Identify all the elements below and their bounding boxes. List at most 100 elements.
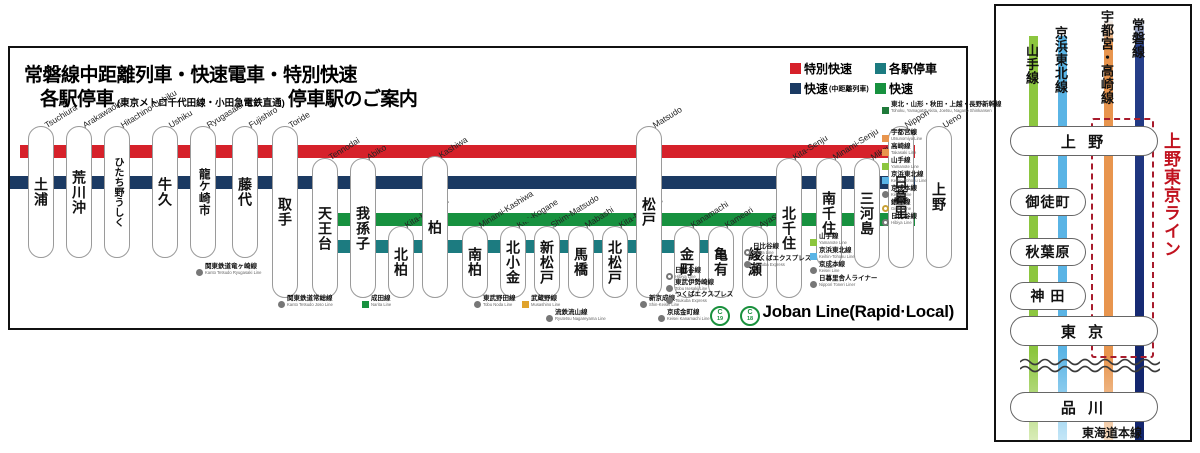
rstation-tokyo[interactable]: 東 京 <box>1010 316 1158 346</box>
transfer-name-en: Narita Line <box>371 301 392 307</box>
station-label: 亀有 <box>713 247 729 277</box>
transfer-marker-icon <box>882 200 889 216</box>
transfer-note: 京成本線 Keisei Line <box>882 185 917 202</box>
vline-label-utsunomiya-takasaki: 宇都宮・高崎線 <box>1099 10 1114 105</box>
joban-title-main: 常磐線中距離列車・快速電車・特別快速 <box>24 65 358 86</box>
legend-label-rapid: 快速 <box>889 82 914 96</box>
transfer-name-ja: 京浜東北線 <box>819 247 852 254</box>
transfer-name-en: Tsukuba Express <box>753 261 785 267</box>
station-abiko[interactable]: 我孫子 <box>350 158 376 298</box>
station-minami-senju[interactable]: 南千住 <box>816 158 842 268</box>
transfer-name-ja: 高崎線 <box>891 143 911 150</box>
station-kashiwa[interactable]: 柏 <box>422 156 448 298</box>
transfer-marker-icon <box>882 186 889 202</box>
transfer-note: 日比谷線 Hibiya Line <box>882 213 917 230</box>
vline-joban <box>1135 20 1144 440</box>
transfer-note: 東武野田線 Tobu Noda Line <box>474 295 516 312</box>
transfer-marker-icon <box>522 296 529 312</box>
station-fujishiro[interactable]: 藤代 <box>232 126 258 258</box>
chiyoda-badge-number: 18 <box>746 315 754 322</box>
transfer-name-ja: 関東鉄道竜ヶ崎線 <box>205 263 257 270</box>
legend-swatch-rapid-medium <box>790 83 801 94</box>
legend-row-2: 快速 (中距離列車) 快速 <box>790 80 960 97</box>
station-kita-kashiwa[interactable]: 北柏 <box>388 226 414 298</box>
transfer-name-en: Musashino Line <box>531 301 561 307</box>
rstation-shinagawa[interactable]: 品 川 <box>1010 392 1158 422</box>
transfer-marker-icon <box>882 214 889 230</box>
transfer-name-ja: 関東鉄道常総線 <box>287 295 333 302</box>
track-rapid <box>338 213 915 226</box>
transfer-name-ja: 東武伊勢崎線 <box>675 279 714 286</box>
transfer-note: 日比谷線 Hibiya Line <box>744 243 779 260</box>
transfer-marker-icon <box>278 296 285 312</box>
station-kanamachi[interactable]: 金町 <box>674 226 700 298</box>
transfer-marker-icon <box>882 158 889 174</box>
station-label: 松戸 <box>641 197 657 227</box>
transfer-name-ja: 東武野田線 <box>483 295 516 302</box>
station-matsudo[interactable]: 松戸 <box>636 126 662 298</box>
transfer-note: 京浜東北線 Keihin-Tohoku Line <box>810 247 855 264</box>
chiyoda-badge-letter: C <box>747 309 753 317</box>
transfer-name-ja: 新京成線 <box>649 295 675 302</box>
station-ueno[interactable]: 上野 <box>926 126 952 268</box>
station-label: 柏 <box>427 219 443 235</box>
vline-label-yamanote: 山手線 <box>1024 44 1039 85</box>
rstation-okachimachi[interactable]: 御徒町 <box>1010 188 1086 216</box>
transfer-name-ja: 流鉄流山線 <box>555 309 588 316</box>
transfer-note: 新京成線 Shin-Keisei Line <box>640 295 679 312</box>
transfer-name-ja: 京浜東北線 <box>891 171 924 178</box>
station-arakawaoki[interactable]: 荒川沖 <box>66 126 92 258</box>
station-tsuchiura[interactable]: 土浦 <box>28 126 54 258</box>
transfer-note: 日暮里舎人ライナー Nippori Toneri Liner <box>810 275 877 292</box>
transfer-name-en: Hibiya Line <box>753 249 774 255</box>
transfer-name-ja: 山手線 <box>891 157 911 164</box>
rstation-kanda[interactable]: 神 田 <box>1010 282 1086 310</box>
station-kita-matsudo[interactable]: 北松戸 <box>602 226 628 298</box>
chiyoda-badge-letter: C <box>717 309 723 317</box>
station-mikawashima[interactable]: 三河島 <box>854 158 880 268</box>
transfer-name-ja: 日比谷線 <box>753 243 779 250</box>
transfer-marker-icon <box>882 144 889 160</box>
transfer-marker-icon <box>546 310 553 326</box>
transfer-marker-icon <box>744 244 751 260</box>
legend-label-rapid-medium: 快速 <box>804 82 829 96</box>
station-label: 土浦 <box>33 177 49 207</box>
station-kameari[interactable]: 亀有 <box>708 226 734 298</box>
transfer-marker-icon <box>474 296 481 312</box>
station-hitachino-ushiku[interactable]: ひたち野うしく <box>104 126 130 258</box>
station-ushiku[interactable]: 牛久 <box>152 126 178 258</box>
station-label: ひたち野うしく <box>112 157 123 227</box>
station-ryugasaki[interactable]: 龍ケ崎市 <box>190 126 216 258</box>
station-label: 三河島 <box>859 190 875 236</box>
transfer-name-en: Kanto Tetsudo Joso Line <box>287 301 333 307</box>
ueno-tokyo-line-panel: 山手線 京浜東北線 宇都宮・高崎線 常磐線 上野東京ライン 上 野 御徒町 秋葉… <box>994 4 1192 442</box>
transfer-name-en: Utsunomiya Line <box>891 135 923 141</box>
rstation-akihabara[interactable]: 秋葉原 <box>1010 238 1086 266</box>
station-nippori[interactable]: 日暮里 <box>888 126 914 268</box>
chiyoda-station-number-badge: C 18 <box>740 306 760 326</box>
station-tennodai[interactable]: 天王台 <box>312 158 338 298</box>
transfer-note: つくばエクスプレス Tsukuba Express <box>744 255 811 272</box>
station-label: 金町 <box>679 247 695 277</box>
station-kita-kogane[interactable]: 北小金 <box>500 226 526 298</box>
transfer-name-ja: 東北・山形・秋田・上越・長野新幹線 <box>891 101 1002 108</box>
transfer-name-en: Takasaki Line <box>891 149 917 155</box>
joban-title-tail: 停車駅のご案内 <box>287 89 418 110</box>
joban-title-paren: (東京メトロ千代田線・小田急電鉄直通) <box>117 98 285 109</box>
rstation-ueno[interactable]: 上 野 <box>1010 126 1158 156</box>
station-mabashi[interactable]: 馬橋 <box>568 226 594 298</box>
station-toride[interactable]: 取手 <box>272 126 298 298</box>
chiyoda-connector-stub <box>507 218 539 222</box>
station-kita-senju[interactable]: 北千住 <box>776 158 802 298</box>
transfer-name-ja: 京成金町線 <box>667 309 700 316</box>
station-minami-kashiwa[interactable]: 南柏 <box>462 226 488 298</box>
station-shim-matsudo[interactable]: 新松戸 <box>534 226 560 298</box>
station-label: 南柏 <box>467 247 483 277</box>
station-label: 取手 <box>277 197 293 227</box>
legend-swatch-rapid <box>875 83 886 94</box>
joban-english-title: Joban Line(Rapid·Local) <box>762 302 955 321</box>
ueno-tokyo-line-label: 上野東京ライン <box>1161 132 1180 258</box>
transfer-note: つくばエクスプレス Tsukuba Express <box>666 291 733 308</box>
transfer-note: 山手線 Yamanote Line <box>810 233 847 250</box>
legend-item-special-rapid: 特別快速 <box>790 60 875 77</box>
